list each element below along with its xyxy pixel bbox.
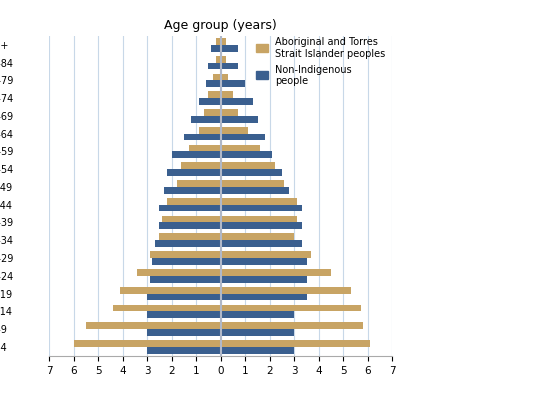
Bar [159, 223, 221, 229]
Bar [204, 110, 221, 117]
Bar [221, 152, 272, 159]
Bar [221, 287, 350, 294]
Bar [221, 110, 238, 117]
Bar [181, 163, 221, 170]
Bar [221, 216, 296, 223]
Bar [216, 57, 221, 63]
Bar [159, 205, 221, 212]
Bar [221, 270, 331, 276]
Bar [198, 99, 221, 106]
Bar [165, 187, 221, 194]
Bar [155, 240, 221, 247]
Bar [147, 329, 221, 336]
Bar [177, 181, 221, 187]
Bar [221, 92, 233, 99]
Bar [221, 74, 228, 81]
Bar [216, 39, 221, 46]
Bar [221, 181, 284, 187]
Bar [221, 57, 226, 63]
Bar [137, 270, 221, 276]
Bar [221, 145, 260, 152]
Bar [221, 252, 312, 258]
Bar [221, 39, 226, 46]
Bar [184, 134, 221, 141]
Bar [189, 145, 221, 152]
Bar [206, 81, 221, 88]
Bar [211, 46, 221, 52]
Bar [86, 323, 221, 329]
Bar [221, 163, 275, 170]
Bar [221, 134, 265, 141]
Bar [113, 305, 221, 312]
Bar [208, 92, 221, 99]
Bar [152, 258, 221, 265]
Bar [221, 198, 296, 205]
Bar [149, 252, 221, 258]
Bar [221, 276, 306, 283]
Bar [221, 347, 294, 354]
Bar [221, 240, 301, 247]
Bar [221, 187, 289, 194]
Bar [167, 170, 221, 176]
Bar [221, 117, 257, 123]
Bar [221, 312, 294, 318]
Bar [221, 305, 360, 312]
Bar [221, 234, 294, 240]
Bar [221, 340, 370, 347]
Bar [221, 205, 301, 212]
Bar [221, 329, 294, 336]
Title: Age group (years): Age group (years) [165, 18, 277, 31]
Bar [198, 128, 221, 134]
Bar [120, 287, 221, 294]
Legend: Aboriginal and Torres
Strait Islander peoples, Non-Indigenous
people: Aboriginal and Torres Strait Islander pe… [254, 35, 387, 88]
Bar [74, 340, 221, 347]
Bar [221, 81, 245, 88]
Bar [221, 294, 306, 301]
Bar [191, 117, 221, 123]
Bar [162, 216, 221, 223]
Bar [213, 74, 221, 81]
Bar [172, 152, 221, 159]
Bar [167, 198, 221, 205]
Bar [221, 99, 252, 106]
Bar [149, 276, 221, 283]
Bar [221, 223, 301, 229]
Bar [147, 312, 221, 318]
Bar [147, 294, 221, 301]
Bar [221, 128, 247, 134]
Bar [221, 46, 238, 52]
Bar [221, 63, 238, 70]
Bar [221, 258, 306, 265]
Bar [208, 63, 221, 70]
Bar [221, 323, 363, 329]
Bar [147, 347, 221, 354]
Bar [159, 234, 221, 240]
Bar [221, 170, 282, 176]
